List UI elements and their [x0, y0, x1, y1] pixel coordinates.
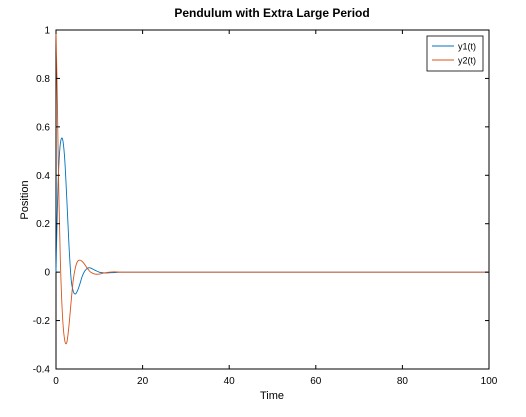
y-axis-label: Position: [19, 180, 31, 219]
legend-box: [426, 35, 484, 72]
x-tick-label: 80: [397, 376, 409, 387]
x-tick-label: 60: [310, 376, 322, 387]
y-tick-label: 0.6: [36, 122, 50, 133]
x-axis-label: Time: [260, 390, 284, 402]
y-tick-label: 0.2: [36, 219, 50, 230]
legend: y1(t) y2(t): [426, 35, 484, 72]
x-tick-label: 20: [137, 376, 149, 387]
tick-layer: 0 20 40 60 80 100 -0.4 -0.2 0 0.2 0.4 0.6 0.8 1: [33, 26, 498, 388]
y-tick-label: 0: [44, 268, 50, 279]
x-tick-label: 40: [224, 376, 236, 387]
y-tick-label: 0.8: [36, 74, 50, 85]
legend-label-2: y2(t): [458, 56, 476, 66]
x-tick-label: 100: [481, 376, 498, 387]
y-tick-label: -0.4: [33, 365, 51, 376]
series-line-2: [55, 29, 489, 345]
legend-label-1: y1(t): [458, 42, 476, 52]
y-tick-label: -0.2: [33, 316, 51, 327]
y-tick-label: 1: [44, 26, 50, 37]
plot-area-frame: [55, 29, 490, 370]
series-layer: [55, 29, 489, 345]
y-tick-label: 0.4: [36, 171, 50, 182]
chart-title: Pendulum with Extra Large Period: [174, 6, 369, 20]
x-tick-label: 0: [53, 376, 59, 387]
